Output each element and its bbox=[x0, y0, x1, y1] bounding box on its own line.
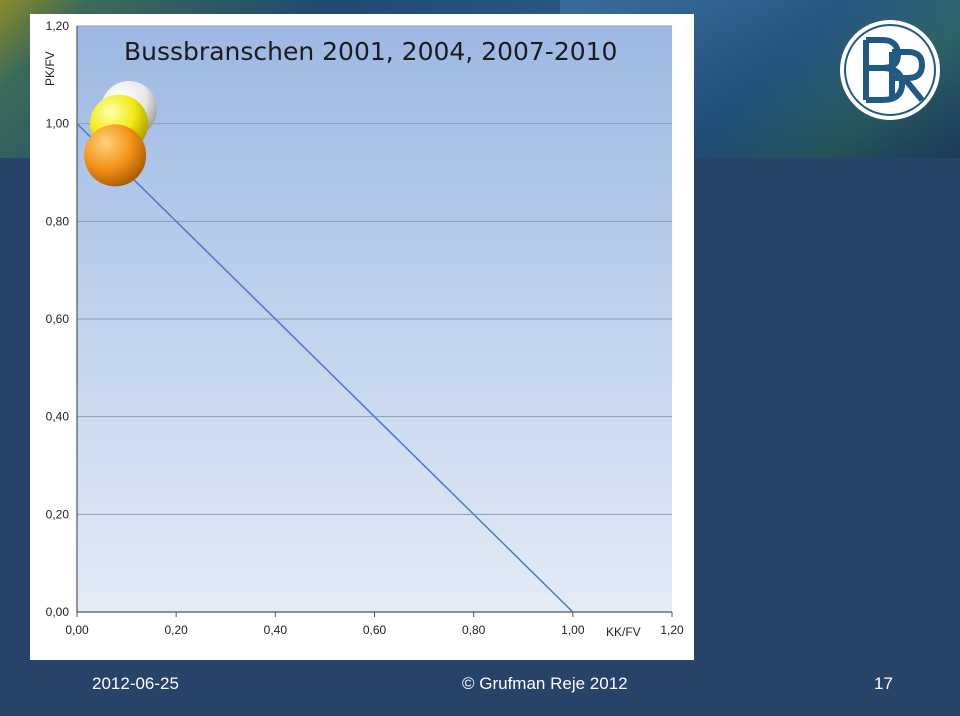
x-tick-label: 0,60 bbox=[363, 623, 387, 637]
y-tick-label: 0,00 bbox=[46, 605, 70, 619]
br-logo bbox=[840, 20, 940, 120]
x-axis-title: KK/FV bbox=[606, 625, 641, 639]
page-number: 17 bbox=[874, 674, 893, 693]
y-tick-label: 1,00 bbox=[46, 117, 70, 131]
y-tick-label: 0,60 bbox=[46, 312, 70, 326]
chart-panel: 0,00 0,20 0,40 0,60 0,80 1,00 1,20 0,00 0,20 0,40… bbox=[30, 14, 694, 660]
bubble-chart: 0,00 0,20 0,40 0,60 0,80 1,00 1,20 0,00 0,20 0,40… bbox=[43, 19, 684, 639]
x-tick-label: 1,20 bbox=[660, 623, 684, 637]
y-tick-label: 0,20 bbox=[46, 507, 70, 521]
tick-labels: 0,00 0,20 0,40 0,60 0,80 1,00 1,20 0,00 0,20 0,40… bbox=[46, 19, 684, 637]
footer-copyright: © Grufman Reje 2012 bbox=[462, 674, 628, 693]
x-tick-label: 0,40 bbox=[264, 623, 288, 637]
reference-line bbox=[76, 123, 574, 613]
bubble-orange bbox=[84, 124, 147, 187]
chart-title: Bussbranschen 2001, 2004, 2007-2010 bbox=[124, 37, 617, 66]
x-tick-label: 0,00 bbox=[65, 623, 89, 637]
y-tick-label: 1,20 bbox=[46, 19, 70, 33]
x-tick-label: 0,80 bbox=[462, 623, 486, 637]
x-tick-label: 1,00 bbox=[561, 623, 585, 637]
y-tick-label: 0,80 bbox=[46, 214, 70, 228]
y-axis-title: PK/FV bbox=[43, 51, 57, 86]
footer-date: 2012-06-25 bbox=[92, 674, 179, 693]
x-tick-label: 0,20 bbox=[164, 623, 188, 637]
bubbles bbox=[84, 81, 158, 187]
y-tick-label: 0,40 bbox=[46, 410, 70, 424]
